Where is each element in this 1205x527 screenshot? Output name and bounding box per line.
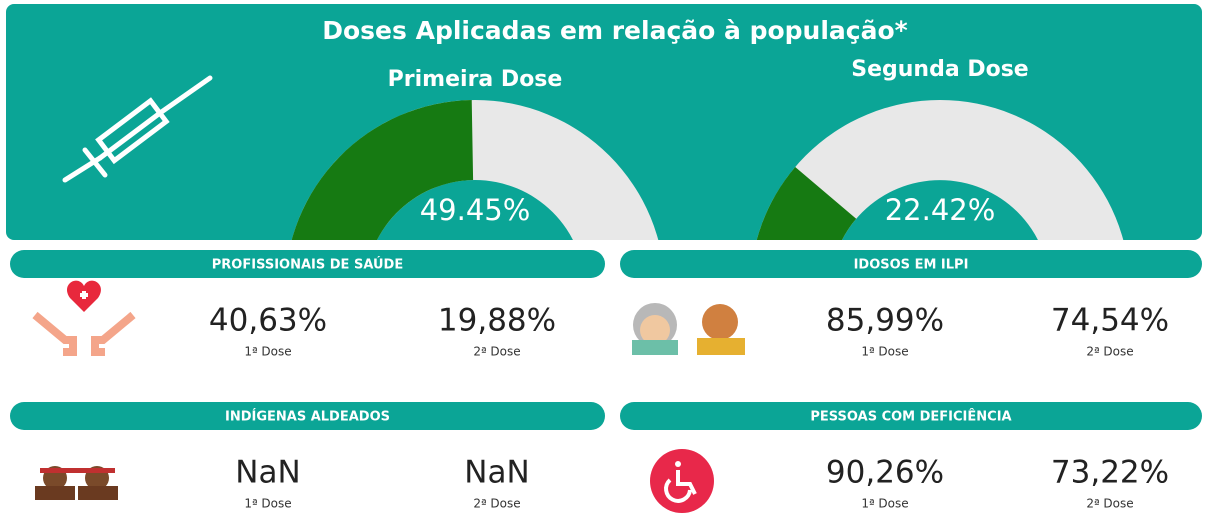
section-title: INDÍGENAS ALDEADOS (225, 409, 390, 425)
section-icon (650, 449, 714, 513)
dose-value: 40,63% (209, 303, 327, 339)
dose-label: 1ª Dose (244, 345, 291, 359)
dose-label: 2ª Dose (473, 345, 520, 359)
section-icon (35, 466, 118, 500)
section-icon (632, 303, 745, 355)
section-header (620, 402, 1202, 430)
section-title: PESSOAS COM DEFICIÊNCIA (810, 409, 1011, 425)
dose-value: 74,54% (1051, 303, 1169, 339)
gauge-value: 22.42% (885, 193, 996, 227)
section-header (10, 402, 605, 430)
section-icon (32, 280, 136, 356)
gauge-fill (291, 100, 474, 240)
syringe-icon (62, 75, 213, 183)
dose-value: 19,88% (438, 303, 556, 339)
dose-value: 73,22% (1051, 455, 1169, 491)
gauge-title: Segunda Dose (851, 57, 1028, 82)
section-header (620, 250, 1202, 278)
gauge-title: Primeira Dose (388, 67, 563, 92)
section-title: PROFISSIONAIS DE SAÚDE (212, 257, 403, 273)
dose-label: 2ª Dose (473, 497, 520, 511)
title: Doses Aplicadas em relação à população* (322, 16, 908, 45)
dose-label: 1ª Dose (861, 497, 908, 511)
dose-label: 1ª Dose (244, 497, 291, 511)
dose-label: 2ª Dose (1086, 345, 1133, 359)
dose-value: 90,26% (826, 455, 944, 491)
section-header (10, 250, 605, 278)
gauge-value: 49.45% (420, 193, 531, 227)
section-title: IDOSOS EM ILPI (854, 258, 969, 273)
gauge-fill (756, 166, 857, 240)
dose-value: NaN (464, 455, 529, 491)
gauge-track (756, 100, 1124, 240)
dose-label: 1ª Dose (861, 345, 908, 359)
dose-value: NaN (235, 455, 300, 491)
dose-label: 2ª Dose (1086, 497, 1133, 511)
dose-value: 85,99% (826, 303, 944, 339)
